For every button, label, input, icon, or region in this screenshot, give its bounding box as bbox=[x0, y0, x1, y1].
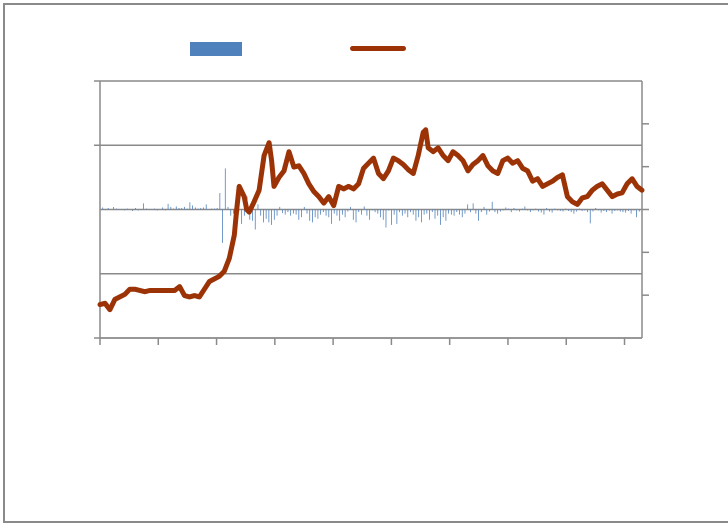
axes bbox=[94, 80, 649, 345]
legend-line-swatch bbox=[350, 46, 406, 51]
legend-bar-swatch bbox=[190, 42, 242, 56]
chart-frame bbox=[3, 3, 728, 523]
series-line bbox=[97, 127, 645, 313]
gridlines bbox=[100, 80, 642, 339]
line-series bbox=[97, 127, 645, 313]
bar-series bbox=[99, 168, 643, 243]
combo-chart bbox=[94, 80, 649, 345]
